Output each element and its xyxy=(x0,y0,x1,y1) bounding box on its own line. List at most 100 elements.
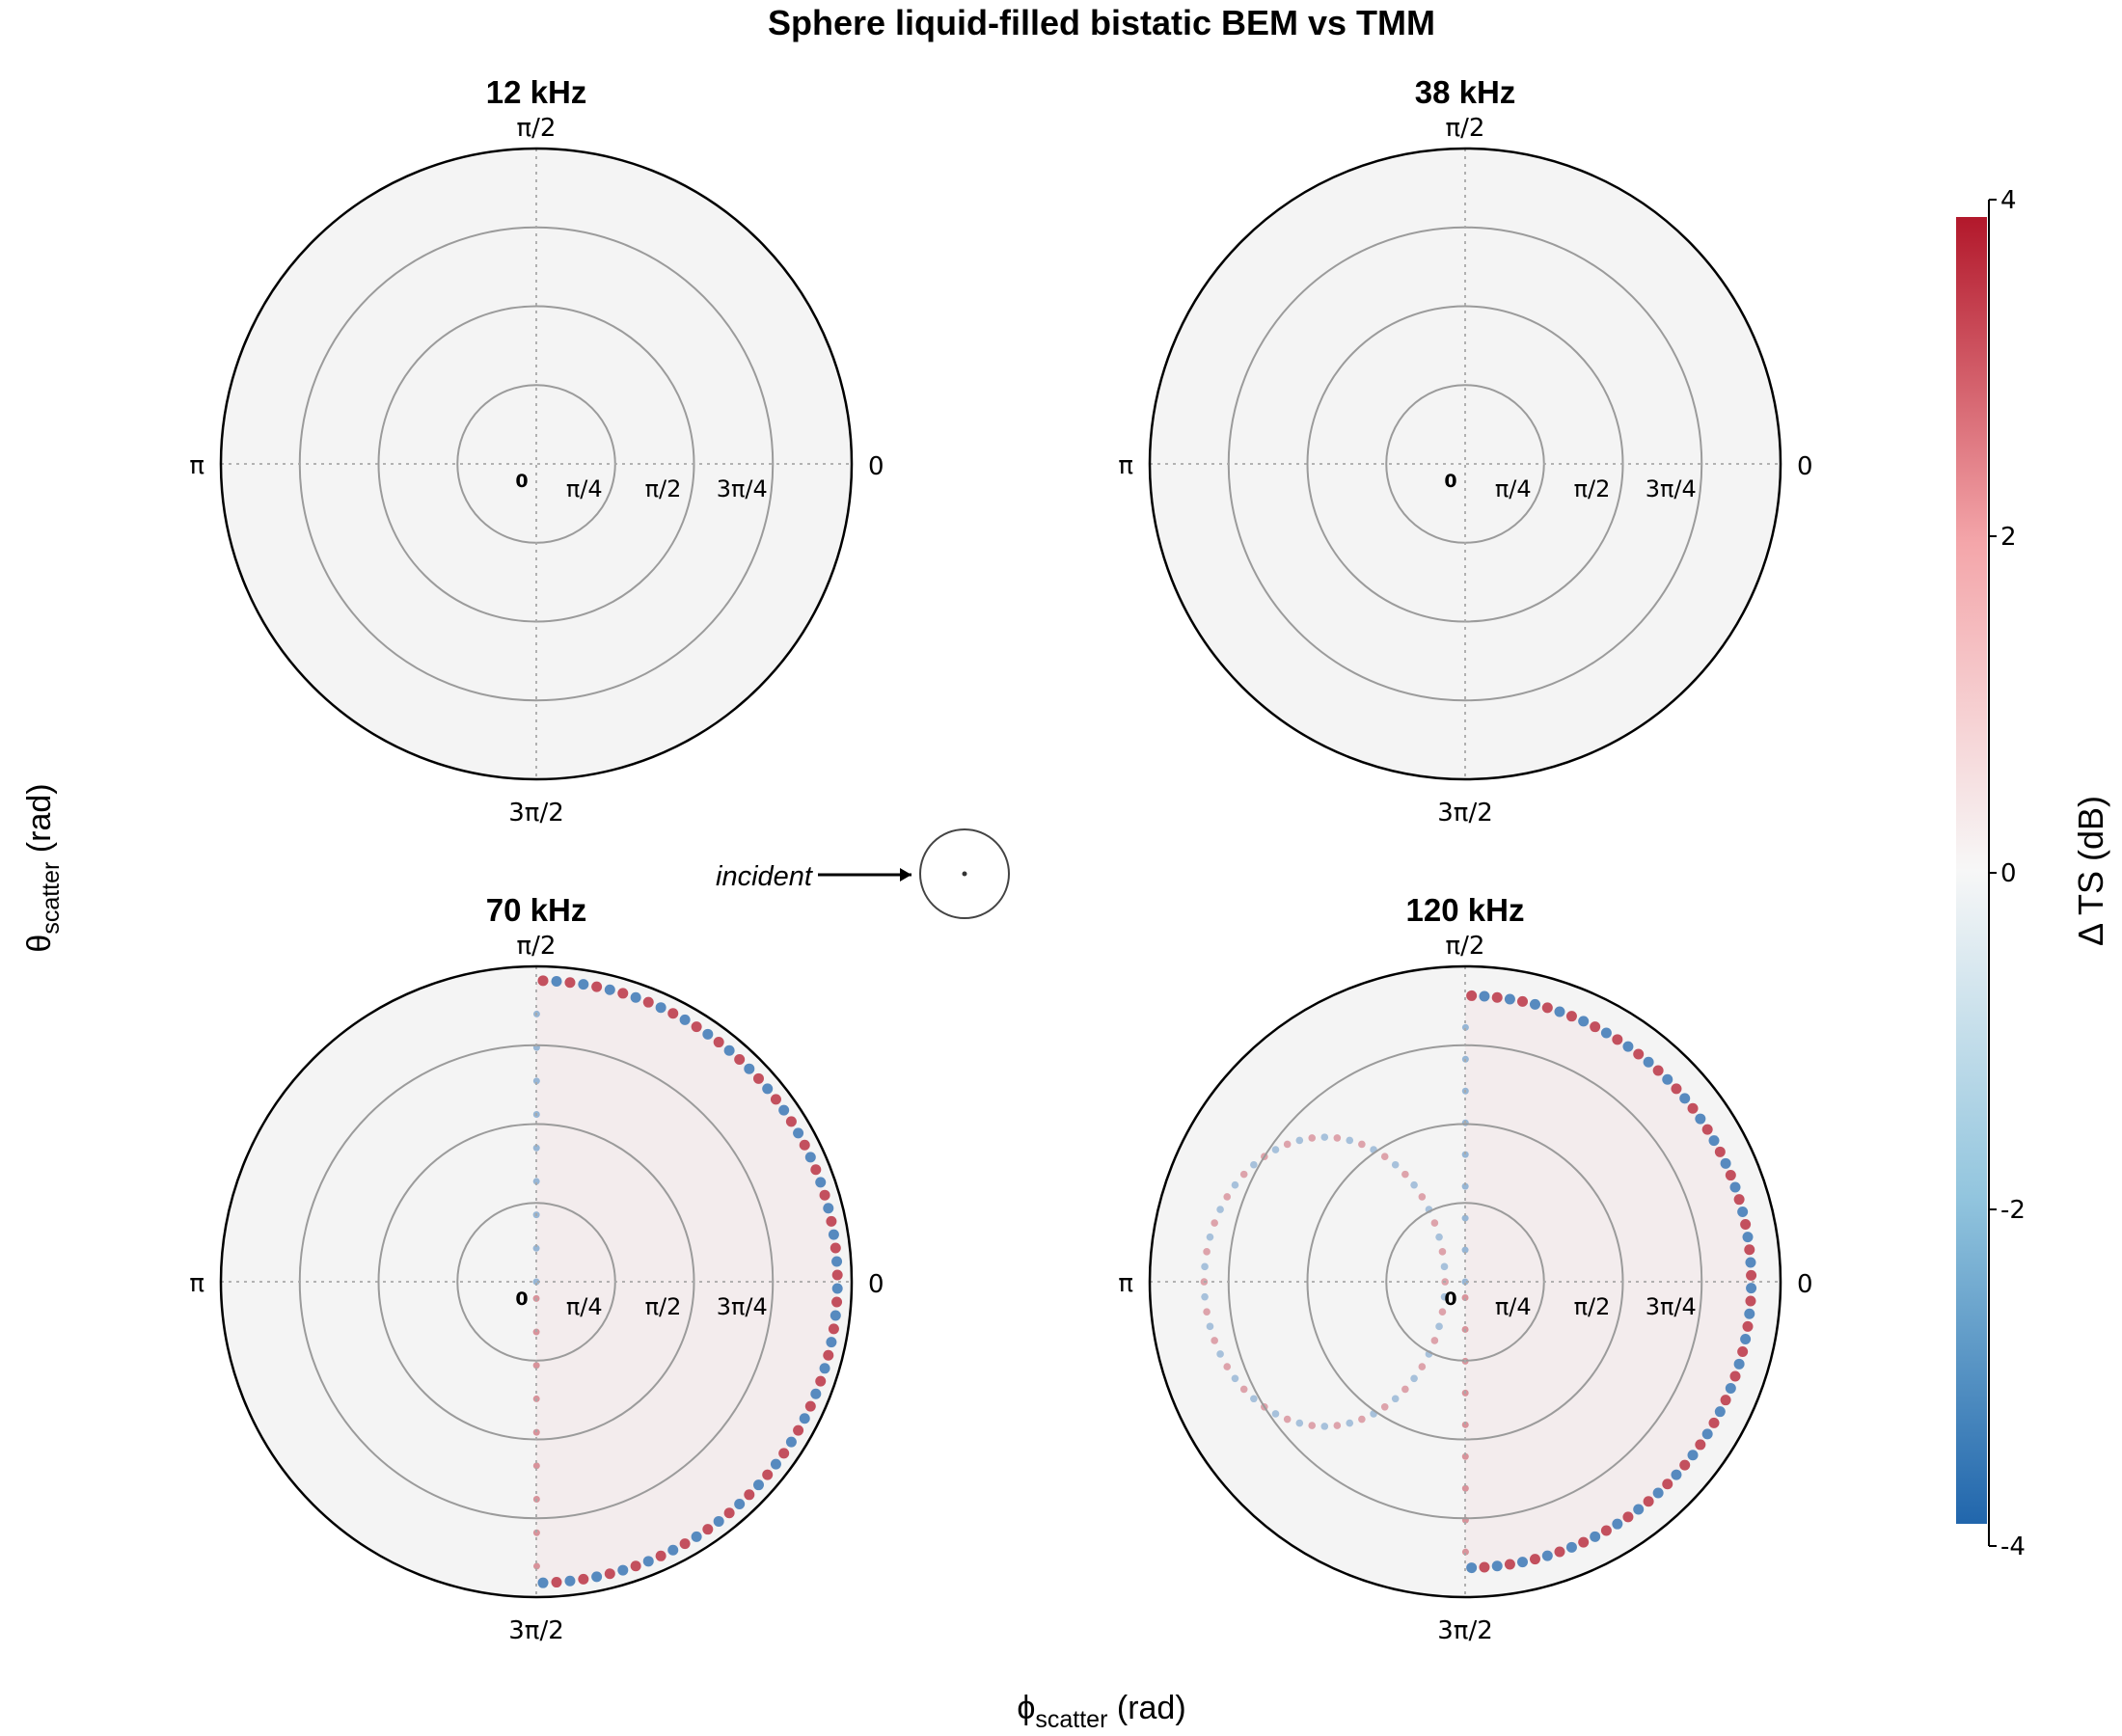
data-cell xyxy=(826,1337,837,1348)
data-cell xyxy=(1440,1292,1449,1301)
data-cell xyxy=(1554,1006,1565,1017)
polar-panel: 38 kHz 0 π/2 π 3π/2 0 π/4 π/2 3π/4 xyxy=(1118,74,1812,827)
data-cell xyxy=(778,1104,790,1116)
data-cell xyxy=(1504,993,1515,1005)
data-cell xyxy=(1652,1487,1664,1499)
data-cell xyxy=(1633,1504,1645,1515)
data-cell xyxy=(1725,1170,1736,1181)
data-cell xyxy=(1211,1337,1218,1344)
colorbar-gradient xyxy=(1956,217,1987,1524)
radial-tick-label: π/2 xyxy=(1574,475,1611,502)
angular-tick-label: π xyxy=(1118,451,1133,480)
data-cell xyxy=(1239,1170,1248,1179)
data-cell xyxy=(1622,1041,1634,1052)
data-cell xyxy=(828,1323,839,1335)
data-cell xyxy=(1380,1153,1389,1160)
data-cell xyxy=(1729,1370,1741,1382)
data-cell xyxy=(1391,1395,1400,1403)
colorbar-tick-label: 0 xyxy=(2000,859,2017,888)
panel-outline xyxy=(1148,147,1782,781)
data-cell xyxy=(744,1489,755,1501)
data-cell xyxy=(1320,1133,1329,1141)
radial-tick-label: 3π/4 xyxy=(1646,475,1697,502)
data-cell xyxy=(1671,1469,1682,1480)
data-cell xyxy=(532,1462,540,1470)
data-region xyxy=(535,980,838,1584)
data-cell xyxy=(1633,1048,1645,1060)
data-cell xyxy=(831,1283,843,1294)
data-cell xyxy=(1308,1134,1317,1142)
data-cell xyxy=(752,1072,764,1084)
data-cell xyxy=(702,1028,714,1040)
data-cell xyxy=(1746,1283,1757,1294)
data-cell xyxy=(1541,1550,1553,1561)
data-cell xyxy=(532,1244,540,1252)
data-cell xyxy=(1430,1219,1439,1227)
data-cell xyxy=(713,1037,724,1048)
angular-tick-label: 3π/2 xyxy=(1437,1616,1493,1645)
data-cell xyxy=(1745,1295,1756,1307)
data-cell xyxy=(1720,1157,1731,1169)
data-cell xyxy=(564,977,576,989)
angular-tick-label: 0 xyxy=(1797,1270,1813,1299)
data-cell xyxy=(734,1498,746,1509)
angular-tick-label: 3π/2 xyxy=(508,799,564,827)
data-cell xyxy=(1461,1214,1469,1222)
incident-label: incident xyxy=(716,861,814,892)
data-cell xyxy=(1695,1439,1706,1451)
colorbar-ticks: 4 2 0 -2 -4 xyxy=(1989,186,2026,1561)
data-cell xyxy=(1742,1232,1754,1243)
data-cell xyxy=(1479,990,1490,1002)
panel-data xyxy=(532,975,843,1588)
data-cell xyxy=(1418,1193,1427,1201)
data-cell xyxy=(1679,1459,1691,1471)
data-cell xyxy=(537,1577,549,1588)
data-cell xyxy=(1590,1531,1601,1542)
data-cell xyxy=(532,1077,540,1085)
data-cell xyxy=(1203,1308,1211,1316)
data-cell xyxy=(1679,1093,1691,1104)
angular-tick-label: 3π/2 xyxy=(1437,799,1493,827)
data-region xyxy=(1464,995,1752,1568)
angular-tick-label: π xyxy=(189,451,204,480)
data-cell xyxy=(831,1296,843,1308)
data-cell xyxy=(1401,1170,1409,1179)
data-cell xyxy=(1725,1382,1736,1394)
angular-tick-label: π/2 xyxy=(517,114,557,143)
data-cell xyxy=(667,1544,679,1556)
data-cell xyxy=(702,1524,714,1535)
data-cell xyxy=(1622,1511,1634,1523)
data-cell xyxy=(1565,1541,1577,1553)
data-cell xyxy=(1643,1496,1654,1507)
data-cell xyxy=(679,1014,691,1025)
incident-point xyxy=(962,871,967,877)
panel-title: 12 kHz xyxy=(486,74,587,110)
chart-title: Sphere liquid-filled bistatic BEM vs TMM xyxy=(768,3,1435,42)
radial-tick-label: π/2 xyxy=(645,1293,682,1320)
data-cell xyxy=(1708,1417,1720,1428)
data-cell xyxy=(1435,1233,1443,1241)
data-cell xyxy=(1529,998,1540,1010)
data-cell xyxy=(1708,1135,1720,1147)
data-cell xyxy=(1283,1140,1292,1149)
data-cell xyxy=(815,1375,827,1387)
data-cell xyxy=(1517,1557,1529,1568)
radial-tick-label: π/4 xyxy=(1495,475,1532,502)
data-cell xyxy=(1745,1257,1756,1268)
data-cell xyxy=(804,1400,816,1412)
colorbar-label: Δ TS (dB) xyxy=(2071,796,2110,946)
polar-panel: 120 kHz 0 π/2 π 3π/2 0 π/4 π/2 3π/4 xyxy=(1118,892,1812,1645)
panel-background xyxy=(221,149,852,779)
angular-tick-label: π xyxy=(189,1269,204,1298)
data-cell xyxy=(551,975,562,987)
data-cell xyxy=(1438,1308,1447,1316)
data-cell xyxy=(1491,1560,1503,1572)
data-cell xyxy=(1517,995,1529,1007)
data-cell xyxy=(564,1575,576,1587)
radial-tick-label: 3π/4 xyxy=(1646,1293,1697,1320)
data-cell xyxy=(819,1363,830,1374)
data-cell xyxy=(793,1127,804,1139)
data-cell xyxy=(1295,1419,1304,1427)
data-cell xyxy=(1740,1334,1752,1345)
incident-sphere xyxy=(919,828,1010,919)
